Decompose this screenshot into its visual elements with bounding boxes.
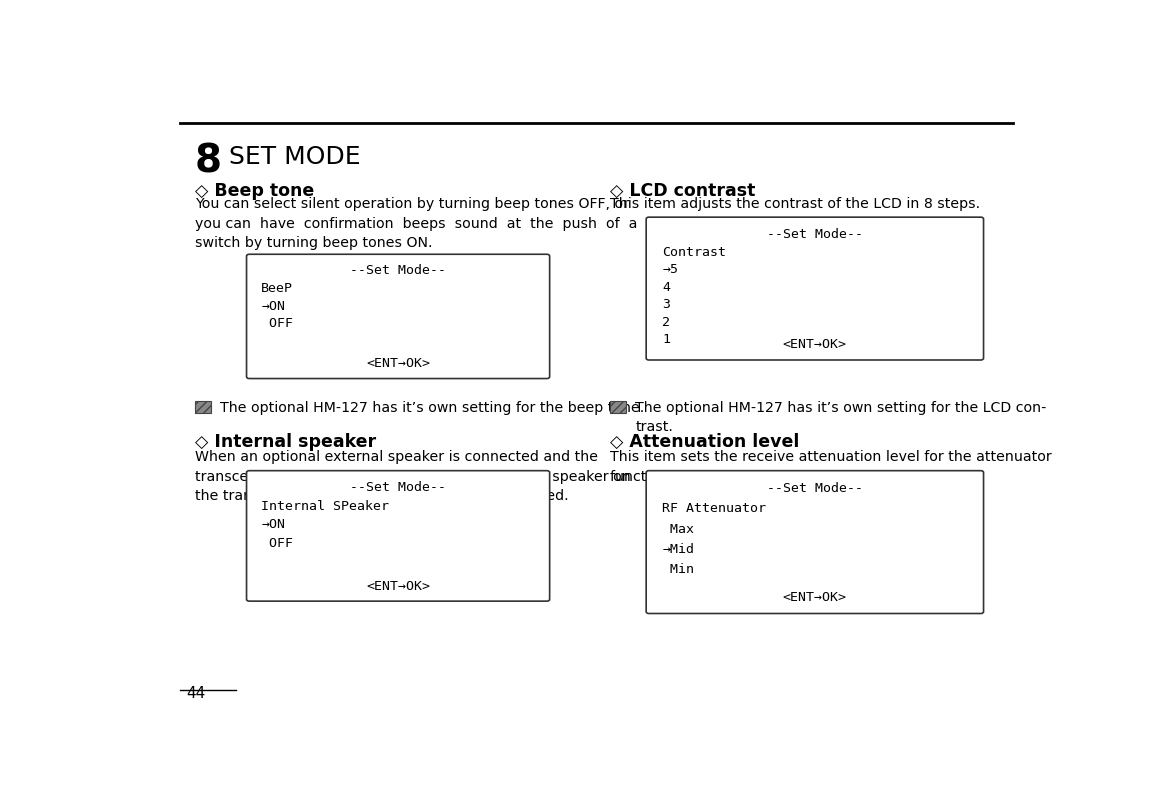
FancyBboxPatch shape (196, 402, 212, 413)
Text: <ENT→OK>: <ENT→OK> (367, 579, 430, 592)
Text: BeeP: BeeP (261, 282, 293, 294)
Text: 3: 3 (662, 298, 670, 311)
Text: The optional HM-127 has it’s own setting for the LCD con-
trast.: The optional HM-127 has it’s own setting… (636, 401, 1046, 433)
Text: →ON: →ON (261, 299, 285, 312)
Text: Contrast: Contrast (662, 245, 726, 258)
Text: →ON: →ON (261, 517, 285, 531)
Text: 8: 8 (196, 143, 222, 180)
Text: This item sets the receive attenuation level for the attenuator
function from 3 : This item sets the receive attenuation l… (610, 449, 1052, 483)
Text: When an optional external speaker is connected and the
transceiver’s internal sp: When an optional external speaker is con… (196, 449, 631, 502)
FancyBboxPatch shape (646, 471, 984, 614)
Text: Internal SPeaker: Internal SPeaker (261, 499, 389, 512)
Text: ◇ Internal speaker: ◇ Internal speaker (196, 433, 376, 451)
Text: ◇ Beep tone: ◇ Beep tone (196, 181, 314, 200)
FancyBboxPatch shape (646, 218, 984, 361)
Text: 44: 44 (186, 685, 205, 700)
Text: RF Attenuator: RF Attenuator (662, 502, 766, 515)
Text: →Mid: →Mid (662, 542, 694, 556)
Text: Min: Min (662, 563, 694, 576)
Text: 1: 1 (662, 333, 670, 346)
Text: <ENT→OK>: <ENT→OK> (783, 338, 847, 350)
Text: The optional HM-127 has it’s own setting for the beep tone.: The optional HM-127 has it’s own setting… (220, 401, 645, 415)
Text: 2: 2 (662, 315, 670, 328)
FancyBboxPatch shape (610, 402, 626, 413)
Text: --Set Mode--: --Set Mode-- (350, 480, 446, 493)
Text: --Set Mode--: --Set Mode-- (767, 228, 863, 241)
Text: --Set Mode--: --Set Mode-- (767, 481, 863, 494)
Text: →5: →5 (662, 263, 679, 276)
Text: ◇ LCD contrast: ◇ LCD contrast (610, 181, 755, 200)
Text: --Set Mode--: --Set Mode-- (350, 264, 446, 277)
FancyBboxPatch shape (247, 471, 549, 602)
Text: <ENT→OK>: <ENT→OK> (783, 590, 847, 604)
FancyBboxPatch shape (247, 255, 549, 379)
Text: Max: Max (662, 522, 694, 535)
Text: ◇ Attenuation level: ◇ Attenuation level (610, 433, 800, 451)
Text: This item adjusts the contrast of the LCD in 8 steps.: This item adjusts the contrast of the LC… (610, 197, 980, 211)
Text: OFF: OFF (261, 537, 293, 549)
Text: <ENT→OK>: <ENT→OK> (367, 357, 430, 370)
Text: OFF: OFF (261, 317, 293, 330)
Text: SET MODE: SET MODE (229, 145, 361, 169)
Text: 4: 4 (662, 281, 670, 294)
Text: You can select silent operation by turning beep tones OFF, or
you can  have  con: You can select silent operation by turni… (196, 197, 638, 250)
